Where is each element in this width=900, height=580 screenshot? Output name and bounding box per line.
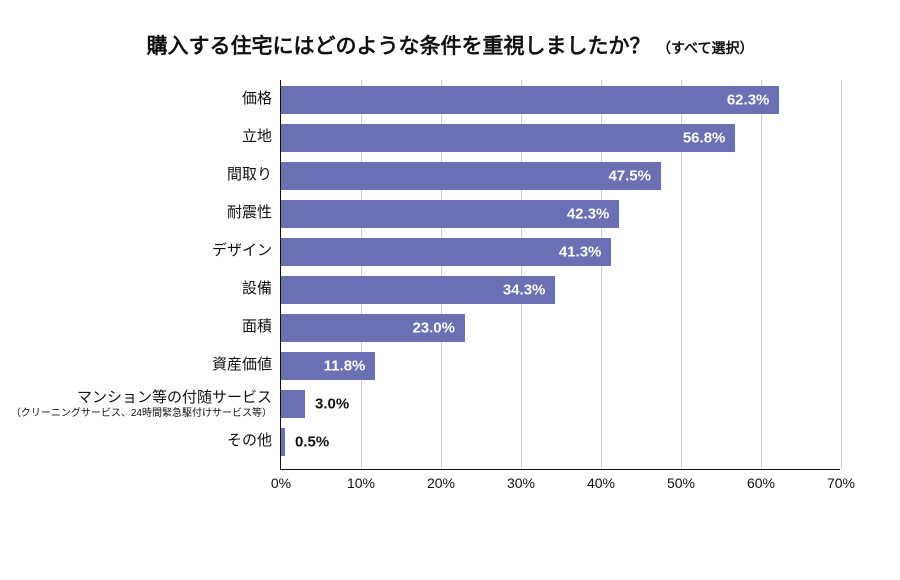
category-label: 価格 (2, 90, 272, 109)
bar-value-label: 11.8% (324, 358, 366, 375)
bar: 34.3% (281, 276, 555, 304)
category-label: 面積 (2, 318, 272, 337)
category-label-main: 間取り (227, 166, 272, 183)
x-axis-tick: 70% (827, 475, 855, 491)
bar-value-label: 34.3% (503, 282, 546, 299)
category-label: その他 (2, 432, 272, 451)
category-label-main: その他 (227, 432, 272, 449)
category-label-main: 耐震性 (227, 204, 272, 221)
bar (281, 428, 285, 456)
bar: 11.8% (281, 352, 375, 380)
bar-value-label: 41.3% (559, 244, 602, 261)
chart-plot: 0%10%20%30%40%50%60%70%62.3%56.8%47.5%42… (280, 80, 840, 470)
bar-value-label: 3.0% (315, 396, 349, 413)
category-label: 間取り (2, 166, 272, 185)
x-axis-tick: 50% (667, 475, 695, 491)
gridline (841, 80, 842, 469)
bar-value-label: 23.0% (412, 320, 455, 337)
bar: 56.8% (281, 124, 735, 152)
bar: 42.3% (281, 200, 619, 228)
category-label-sub: （クリーニングサービス、24時間緊急駆付けサービス等） (2, 408, 272, 421)
bar-value-label: 42.3% (567, 206, 610, 223)
x-axis-tick: 60% (747, 475, 775, 491)
category-label: 立地 (2, 128, 272, 147)
category-label-main: 価格 (242, 90, 272, 107)
bar (281, 390, 305, 418)
chart-title-note: （すべて選択） (657, 40, 753, 56)
bar: 23.0% (281, 314, 465, 342)
x-axis-tick: 0% (271, 475, 291, 491)
category-label: 設備 (2, 280, 272, 299)
bar-value-label: 56.8% (683, 130, 726, 147)
bar-value-label: 62.3% (727, 92, 770, 109)
category-label-main: デザイン (212, 242, 272, 259)
x-axis-tick: 40% (587, 475, 615, 491)
x-axis-tick: 10% (347, 475, 375, 491)
chart-area: 価格立地間取り耐震性デザイン設備面積資産価値マンション等の付随サービス（クリーニ… (280, 80, 840, 510)
category-label: マンション等の付随サービス （クリーニングサービス、24時間緊急駆付けサービス等） (2, 389, 272, 420)
x-axis-tick: 30% (507, 475, 535, 491)
chart-title-container: 購入する住宅にはどのような条件を重視しましたか？ （すべて選択） (0, 0, 900, 80)
bar: 47.5% (281, 162, 661, 190)
x-axis-tick: 20% (427, 475, 455, 491)
category-label: 資産価値 (2, 356, 272, 375)
gridline (761, 80, 762, 469)
category-label: 耐震性 (2, 204, 272, 223)
category-label-main: 設備 (242, 280, 272, 297)
category-label-main: マンション等の付随サービス (77, 389, 272, 406)
bar-value-label: 0.5% (295, 434, 329, 451)
category-labels-column: 価格立地間取り耐震性デザイン設備面積資産価値マンション等の付随サービス （クリーニ… (0, 80, 280, 470)
bar-value-label: 47.5% (608, 168, 651, 185)
category-label-main: 立地 (242, 128, 272, 145)
category-label: デザイン (2, 242, 272, 261)
bar: 62.3% (281, 86, 779, 114)
bar: 41.3% (281, 238, 611, 266)
category-label-main: 面積 (242, 318, 272, 335)
chart-title: 購入する住宅にはどのような条件を重視しましたか？ (147, 35, 651, 58)
category-label-main: 資産価値 (212, 356, 272, 373)
